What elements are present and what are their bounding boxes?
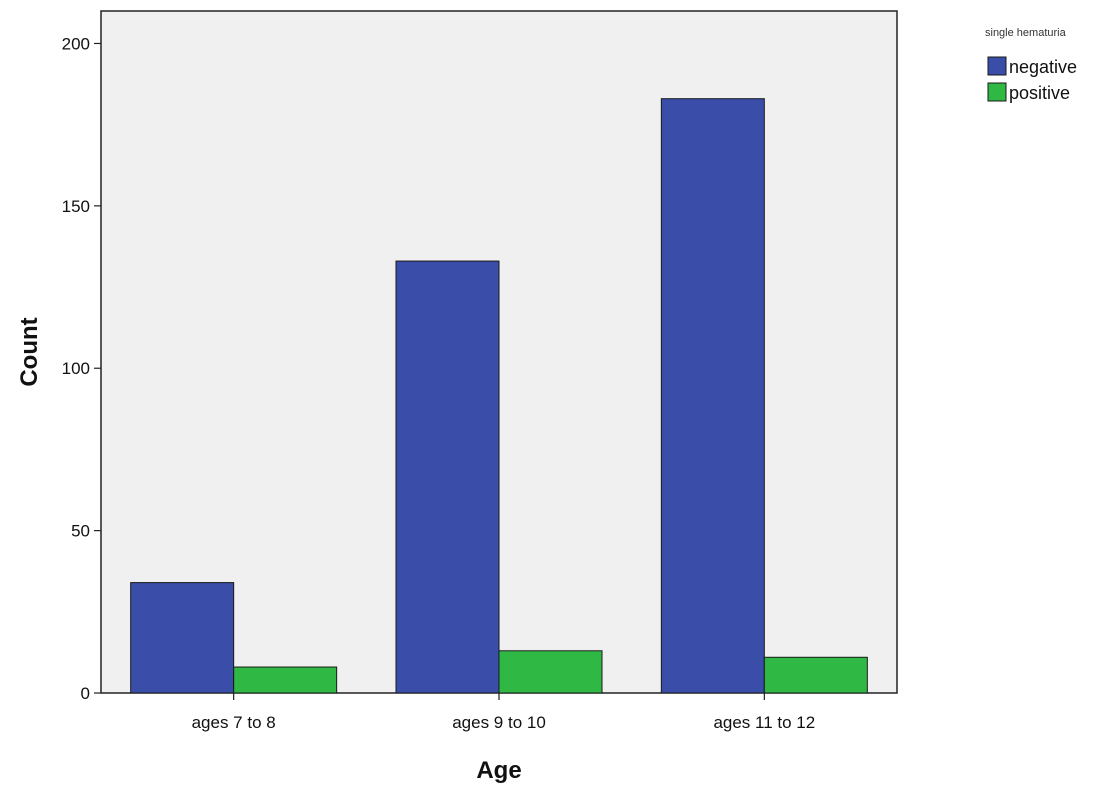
bar-negative-2 [660, 98, 765, 694]
bar-negative-1 [395, 260, 500, 694]
y-tick-label: 150 [62, 197, 90, 216]
x-tick-label: ages 9 to 10 [452, 713, 546, 732]
x-tick-label: ages 11 to 12 [713, 713, 815, 732]
legend-label-positive: positive [1009, 83, 1070, 103]
legend-swatch-positive [987, 82, 1007, 102]
bar-positive-2 [763, 656, 868, 694]
legend-swatch-negative [987, 56, 1007, 76]
y-tick-label: 100 [62, 359, 90, 378]
y-axis-title: Count [16, 317, 43, 386]
y-tick-label: 200 [62, 34, 90, 53]
bar-positive-1 [498, 650, 603, 694]
legend-title: single hematuria [985, 27, 1067, 39]
x-axis-title: Age [476, 757, 521, 784]
y-tick-label: 0 [81, 684, 90, 703]
y-axis: 0 50 100 150 200 [62, 34, 101, 703]
y-tick-label: 50 [71, 522, 90, 541]
bar-positive-0 [233, 666, 338, 694]
bars-layer [130, 98, 868, 694]
x-axis: ages 7 to 8 ages 9 to 10 ages 11 to 12 [192, 693, 815, 732]
bar-negative-0 [130, 582, 235, 694]
legend: single hematuria negative positive [985, 27, 1077, 103]
legend-label-negative: negative [1009, 57, 1077, 77]
x-tick-label: ages 7 to 8 [192, 713, 276, 732]
